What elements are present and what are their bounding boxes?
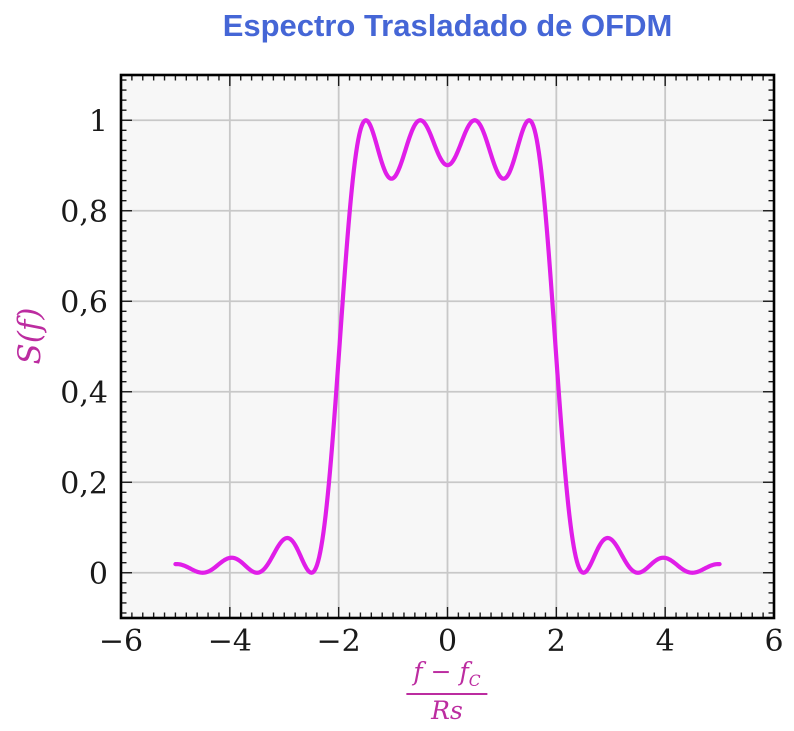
y-axis-label-text: S(f) (12, 307, 48, 365)
chart-title: Espectro Trasladado de OFDM (222, 8, 673, 43)
x-tick-label: −6 (99, 624, 143, 659)
x-tick-label: 0 (438, 624, 457, 659)
y-tick-label: 0,8 (60, 195, 108, 230)
y-tick-label: 1 (89, 104, 108, 139)
fraction-bar (406, 692, 488, 695)
x-tick-label: 4 (656, 624, 675, 659)
x-label-numerator-subscript: C (468, 672, 481, 690)
x-label-numerator: f − fC (406, 658, 487, 693)
x-label-denominator: Rs (431, 695, 463, 725)
x-label-numerator-main: f − f (413, 657, 469, 686)
y-tick-label: 0,4 (60, 376, 108, 411)
y-axis-label: S(f) (12, 308, 48, 365)
x-tick-labels: −6 −4 −2 0 2 4 6 (99, 624, 784, 659)
plot-frame (119, 73, 776, 620)
x-tick-label: 6 (764, 624, 783, 659)
ofdm-spectrum-curve (173, 118, 722, 575)
x-tick-label: −4 (208, 624, 252, 659)
y-tick-labels: 0 0,2 0,4 0,6 0,8 1 (60, 104, 108, 592)
x-tick-label: 2 (547, 624, 566, 659)
x-axis-label: f − fC Rs (406, 658, 488, 725)
y-tick-label: 0,6 (60, 285, 108, 320)
grid-lines (121, 75, 774, 618)
y-tick-label: 0,2 (60, 466, 108, 501)
y-tick-label: 0 (89, 557, 108, 592)
x-tick-label: −2 (317, 624, 361, 659)
